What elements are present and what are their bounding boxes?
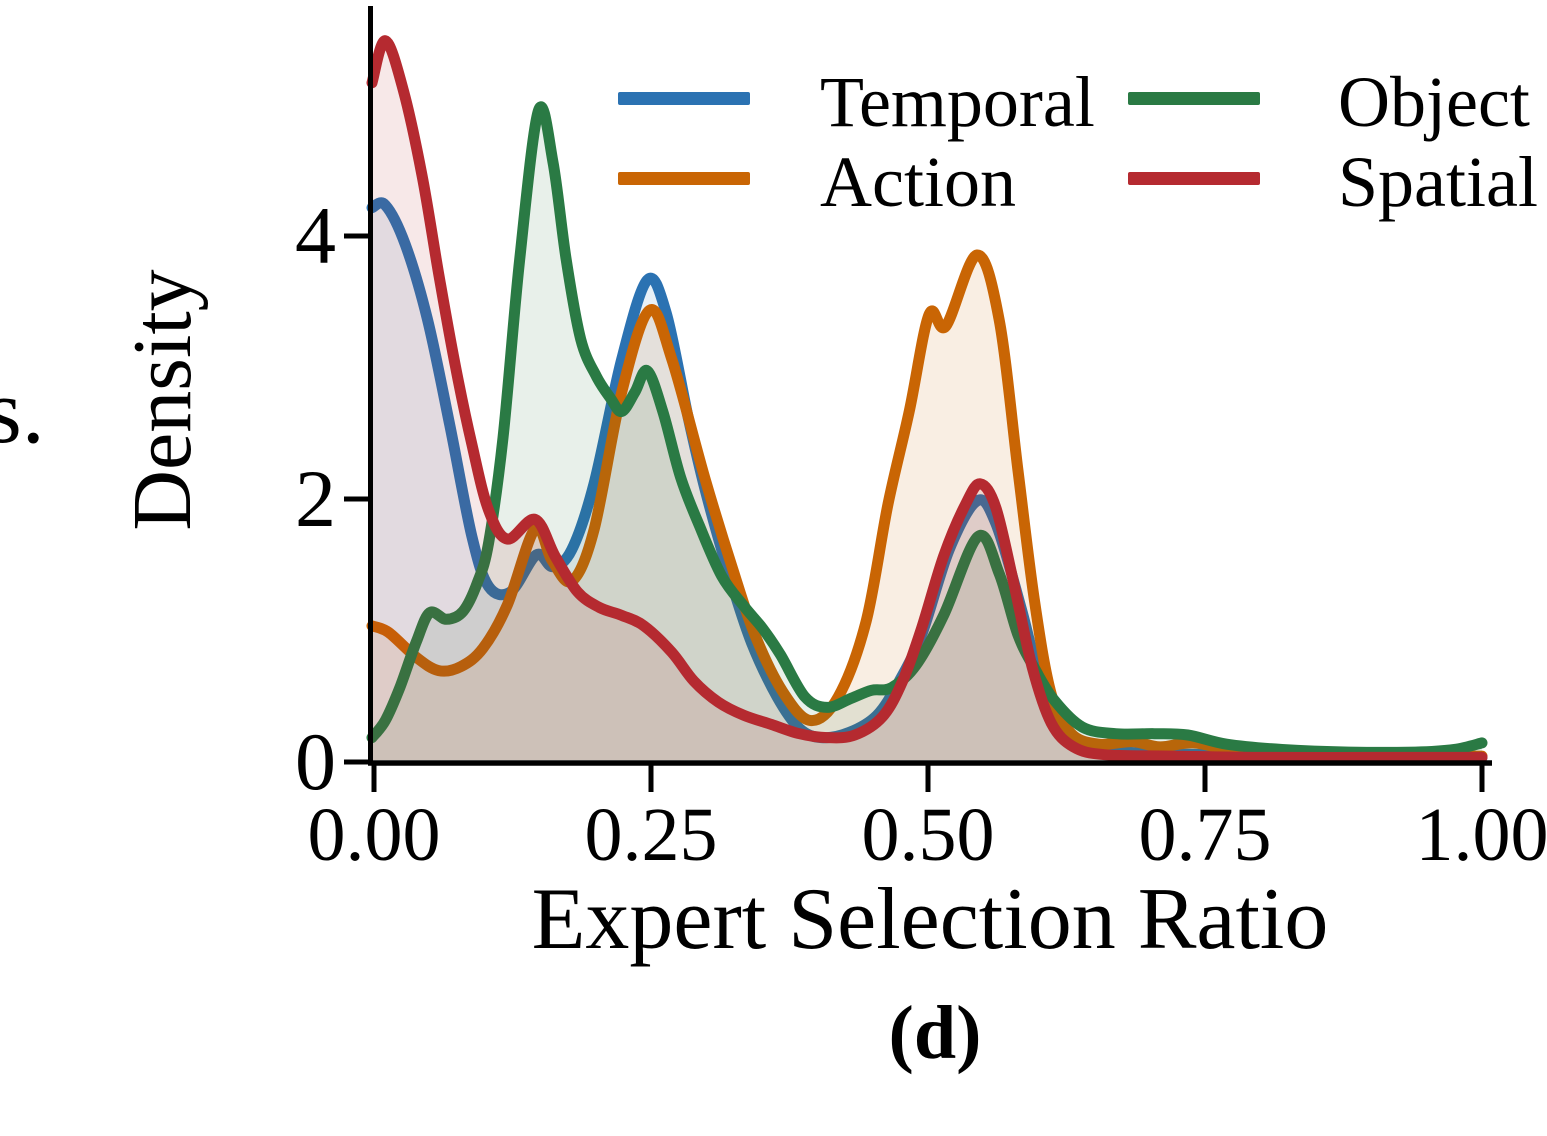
legend-label-spatial: Spatial	[1338, 142, 1538, 222]
y-tick-label-0: 0	[295, 716, 336, 807]
y-tick-label-2: 2	[295, 453, 336, 544]
legend-item-temporal: Temporal	[618, 62, 1095, 142]
y-tick-label-4: 4	[295, 190, 336, 281]
kde-curves	[366, 35, 1488, 763]
legend-item-object: Object	[1128, 62, 1530, 142]
spatial-line-swatch	[1128, 172, 1260, 185]
y-axis-ticks	[344, 233, 368, 765]
legend: Temporal Action Object Spatial	[618, 62, 1538, 222]
legend-label-action: Action	[820, 142, 1016, 222]
y-axis-label: Density	[116, 269, 209, 530]
x-axis-ticks	[371, 765, 1485, 792]
legend-label-temporal: Temporal	[820, 62, 1095, 142]
object-density-area	[372, 106, 1482, 760]
x-tick-label-0.00: 0.00	[308, 793, 441, 877]
cropped-left-text-fragment: s.	[0, 360, 45, 462]
x-tick-label-0.50: 0.50	[862, 793, 995, 877]
x-tick-label-0.75: 0.75	[1139, 793, 1272, 877]
x-axis-label: Expert Selection Ratio	[532, 871, 1329, 968]
legend-item-action: Action	[618, 142, 1016, 222]
temporal-line-swatch	[618, 92, 750, 105]
action-density-curve	[366, 249, 1488, 762]
x-tick-label-0.25: 0.25	[585, 793, 718, 877]
object-line-swatch	[1128, 92, 1260, 105]
spatial-density-curve	[366, 35, 1488, 763]
legend-item-spatial: Spatial	[1128, 142, 1538, 222]
action-line-swatch	[618, 172, 750, 185]
legend-label-object: Object	[1338, 62, 1530, 142]
temporal-density-area	[372, 202, 1482, 761]
x-tick-label-1.00: 1.00	[1416, 793, 1547, 877]
subfigure-caption: (d)	[889, 991, 982, 1075]
